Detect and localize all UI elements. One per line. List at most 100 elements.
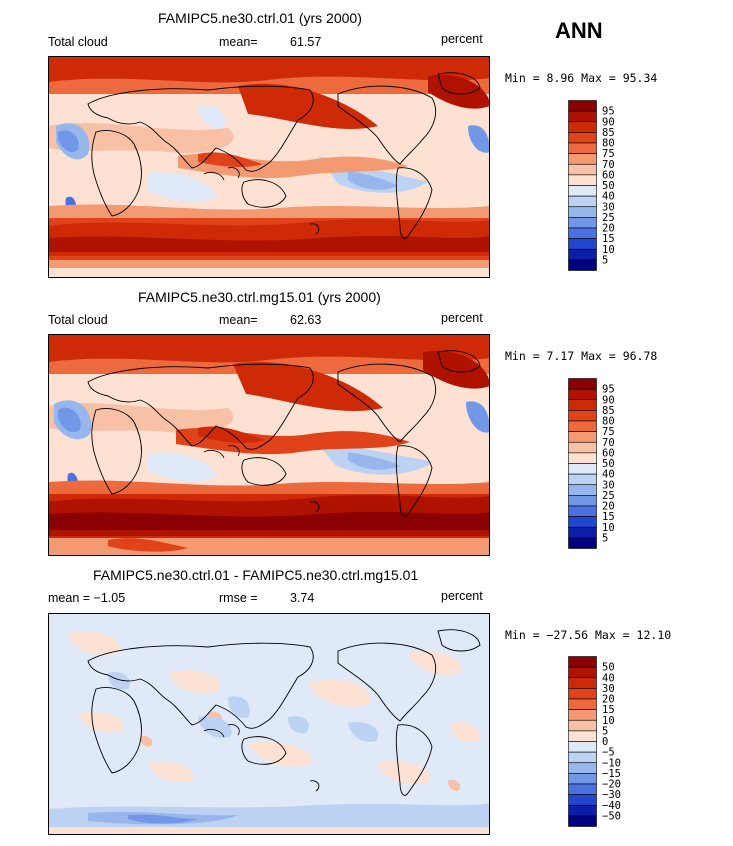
colorbar-swatch	[568, 656, 597, 668]
panel-1-cloud-field	[48, 56, 490, 278]
panel-2-mean-value: 62.63	[290, 313, 322, 327]
colorbar-swatch	[568, 132, 597, 144]
colorbar-swatch	[568, 100, 597, 112]
colorbar-swatch	[568, 804, 597, 817]
panel-3-map	[48, 613, 490, 835]
colorbar-tick-label: −20	[602, 779, 621, 791]
colorbar-swatch	[568, 719, 597, 732]
colorbar-tick-label: 5	[602, 532, 608, 544]
colorbar-tick-label: 60	[602, 447, 615, 459]
colorbar-swatch	[568, 195, 597, 208]
colorbar-tick-label: −40	[602, 800, 621, 812]
colorbar-tick-label: 15	[602, 704, 615, 716]
colorbar-tick-label: 10	[602, 244, 615, 256]
colorbar-tick-label: 20	[602, 694, 615, 706]
colorbar-swatch	[568, 248, 597, 261]
colorbar-swatch	[568, 259, 597, 271]
colorbar-swatch	[568, 773, 597, 785]
colorbar-swatch	[568, 794, 597, 806]
colorbar-tick-label: 30	[602, 683, 615, 695]
panel-3-mean-label: mean = −1.05	[48, 591, 126, 605]
panel-3-minmax: Min = −27.56 Max = 12.10	[505, 628, 672, 642]
colorbar-swatch	[568, 399, 597, 411]
colorbar-swatch	[568, 783, 597, 795]
colorbar-swatch	[568, 815, 597, 827]
panel-1-units: percent	[441, 32, 483, 46]
colorbar-tick-label: −5	[602, 747, 615, 759]
colorbar-tick-label: 25	[602, 490, 615, 502]
colorbar-swatch	[568, 110, 597, 123]
colorbar-swatch	[568, 121, 597, 133]
colorbar-tick-label: 5	[602, 254, 608, 266]
colorbar-tick-label: 50	[602, 180, 615, 192]
colorbar-tick-label: 90	[602, 116, 615, 128]
colorbar-tick-label: 15	[602, 511, 615, 523]
colorbar-tick-label: 70	[602, 159, 615, 171]
colorbar-tick-label: 20	[602, 223, 615, 235]
colorbar-tick-label: 80	[602, 416, 615, 428]
colorbar-tick-label: 10	[602, 522, 615, 534]
panel-2-variable-label: Total cloud	[48, 313, 108, 327]
panel-1-variable-label: Total cloud	[48, 35, 108, 49]
panel-3-difference-field	[48, 631, 490, 835]
colorbar-tick-label: 95	[602, 106, 615, 118]
colorbar-swatch	[568, 730, 597, 742]
colorbar-swatch	[568, 185, 597, 197]
colorbar-tick-label: −10	[602, 757, 621, 769]
colorbar-tick-label: 75	[602, 148, 615, 160]
colorbar-swatch	[568, 441, 597, 454]
colorbar-swatch	[568, 677, 597, 689]
colorbar-swatch	[568, 751, 597, 764]
panel-2-units: percent	[441, 311, 483, 325]
panel-1-coastlines	[87, 72, 481, 239]
colorbar-swatch	[568, 484, 597, 496]
colorbar-tick-label: 20	[602, 501, 615, 513]
colorbar-swatch	[568, 217, 597, 229]
colorbar-swatch	[568, 420, 597, 432]
colorbar-tick-label: −30	[602, 789, 621, 801]
colorbar-swatch	[568, 516, 597, 528]
colorbar-swatch	[568, 762, 597, 774]
panel-1-mean-label: mean=	[219, 35, 258, 49]
panel-3-units: percent	[441, 589, 483, 603]
colorbar-swatch	[568, 709, 597, 721]
colorbar-tick-label: 30	[602, 201, 615, 213]
colorbar-tick-label: 80	[602, 138, 615, 150]
colorbar-swatch	[568, 537, 597, 549]
panel-1-minmax: Min = 8.96 Max = 95.34	[505, 71, 658, 85]
colorbar-tick-label: 70	[602, 437, 615, 449]
colorbar-swatch	[568, 153, 597, 165]
colorbar-tick-label: 50	[602, 458, 615, 470]
colorbar-tick-label: 85	[602, 405, 615, 417]
colorbar-swatch	[568, 452, 597, 464]
colorbar-tick-label: 40	[602, 191, 615, 203]
panel-1-title: FAMIPC5.ne30.ctrl.01 (yrs 2000)	[158, 10, 362, 26]
colorbar-tick-label: 90	[602, 394, 615, 406]
colorbar-swatch	[568, 473, 597, 486]
colorbar-swatch	[568, 174, 597, 186]
panel-2-minmax: Min = 7.17 Max = 96.78	[505, 349, 658, 363]
colorbar-swatch	[568, 431, 597, 443]
panel-2-title: FAMIPC5.ne30.ctrl.mg15.01 (yrs 2000)	[138, 289, 381, 305]
colorbar-swatch	[568, 526, 597, 539]
colorbar-swatch	[568, 378, 597, 390]
colorbar-tick-label: 95	[602, 384, 615, 396]
colorbar-swatch	[568, 495, 597, 507]
colorbar-tick-label: 85	[602, 127, 615, 139]
colorbar-tick-label: 5	[602, 725, 608, 737]
colorbar-tick-label: 75	[602, 426, 615, 438]
panel-3-rmse-label: rmse =	[219, 591, 258, 605]
colorbar-tick-label: 0	[602, 736, 608, 748]
colorbar-swatch	[568, 410, 597, 422]
colorbar-swatch	[568, 741, 597, 753]
season-label: ANN	[555, 18, 603, 43]
colorbar-swatch	[568, 698, 597, 710]
panel-2-map	[48, 334, 490, 556]
colorbar-tick-label: 25	[602, 212, 615, 224]
colorbar-swatch	[568, 142, 597, 154]
colorbar-swatch	[568, 463, 597, 475]
colorbar-swatch	[568, 666, 597, 679]
colorbar-swatch	[568, 163, 597, 176]
colorbar-swatch	[568, 227, 597, 239]
panel-2-coastlines	[87, 350, 481, 517]
